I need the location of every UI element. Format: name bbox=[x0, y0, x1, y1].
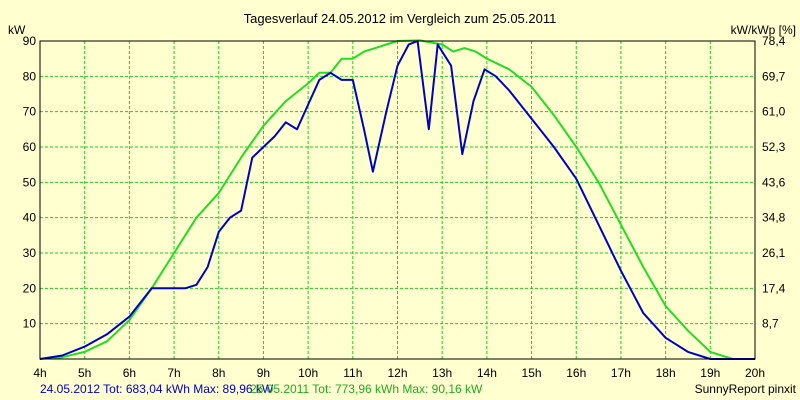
y-tick-label-left: 90 bbox=[23, 34, 37, 48]
x-tick-label: 16h bbox=[566, 366, 586, 380]
x-tick-label: 20h bbox=[745, 366, 765, 380]
y-tick-label-left: 50 bbox=[23, 175, 37, 189]
x-tick-label: 18h bbox=[656, 366, 676, 380]
legend-2011: 25.05.2011 Tot: 773,96 kWh Max: 90,16 kW bbox=[250, 382, 483, 396]
series-lines bbox=[39, 39, 755, 360]
y-tick-label-left: 60 bbox=[23, 140, 37, 154]
x-tick-label: 8h bbox=[212, 366, 225, 380]
y-tick-label-right: 43,6 bbox=[762, 175, 786, 189]
y-axis-right-label: kW/kWp [%] bbox=[731, 23, 796, 37]
x-tick-label: 15h bbox=[522, 366, 542, 380]
y-tick-label-right: 69,7 bbox=[762, 69, 786, 83]
x-tick-label: 9h bbox=[257, 366, 270, 380]
y-tick-label-left: 30 bbox=[23, 246, 37, 260]
y-tick-label-right: 17,4 bbox=[762, 281, 786, 295]
y-tick-label-left: 80 bbox=[23, 69, 37, 83]
x-tick-label: 6h bbox=[123, 366, 136, 380]
x-tick-label: 13h bbox=[432, 366, 452, 380]
y-tick-label-left: 40 bbox=[23, 211, 37, 225]
x-tick-label: 14h bbox=[477, 366, 497, 380]
x-tick-label: 11h bbox=[343, 366, 362, 380]
chart-title: Tagesverlauf 24.05.2012 im Vergleich zum… bbox=[244, 11, 557, 26]
x-tick-label: 4h bbox=[33, 366, 46, 380]
grid bbox=[40, 41, 755, 359]
series-line-25-05-2011 bbox=[39, 39, 755, 360]
y-tick-label-left: 20 bbox=[23, 281, 37, 295]
x-tick-label: 10h bbox=[298, 366, 318, 380]
y-tick-label-right: 61,0 bbox=[762, 105, 786, 119]
x-tick-label: 7h bbox=[167, 366, 180, 380]
y-tick-label-right: 34,8 bbox=[762, 211, 786, 225]
axis-frame bbox=[39, 40, 756, 360]
x-tick-label: 19h bbox=[700, 366, 720, 380]
y-tick-label-right: 78,4 bbox=[762, 34, 786, 48]
y-tick-label-right: 52,3 bbox=[762, 140, 786, 154]
y-axis-left-label: kW bbox=[8, 23, 26, 37]
y-tick-label-left: 10 bbox=[23, 317, 37, 331]
y-tick-labels-left: 10 20 30 40 50 60 70 80 90 bbox=[23, 34, 37, 331]
y-tick-label-right: 26,1 bbox=[762, 246, 786, 260]
legend-2012: 24.05.2012 Tot: 683,04 kWh Max: 89,96 kW bbox=[40, 382, 274, 396]
x-tick-label: 12h bbox=[387, 366, 407, 380]
footer-credit: SunnyReport pinxit bbox=[695, 382, 797, 396]
plot-frame bbox=[39, 40, 756, 360]
x-tick-label: 5h bbox=[78, 366, 91, 380]
y-tick-labels-right: 8,7 17,4 26,1 34,8 43,6 52,3 61,0 69,7 78,4 bbox=[762, 34, 786, 331]
x-tick-label: 17h bbox=[611, 366, 631, 380]
y-tick-label-right: 8,7 bbox=[762, 317, 779, 331]
y-tick-label-left: 70 bbox=[23, 105, 37, 119]
series-line-24-05-2012 bbox=[39, 40, 755, 360]
x-tick-labels: 4h 5h 6h 7h 8h 9h 10h 11h 12h 13h 14h 15h 16h 17h 18h 1… bbox=[33, 366, 765, 380]
